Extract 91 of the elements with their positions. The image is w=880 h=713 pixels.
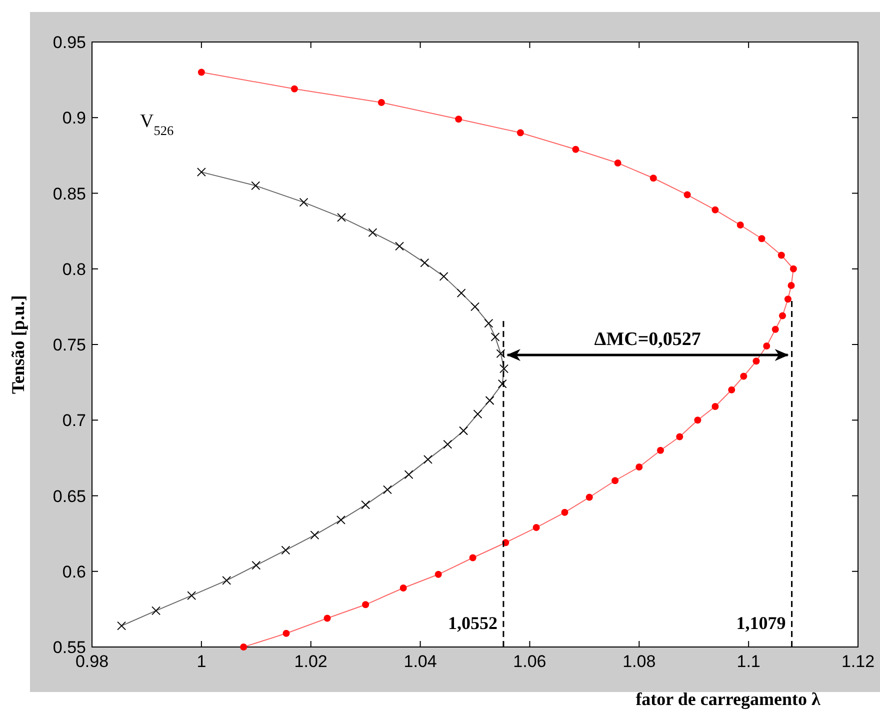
point [443, 440, 452, 449]
point [572, 146, 580, 153]
x-tick-label: 0.98 [75, 652, 109, 671]
point [420, 258, 430, 268]
y-tick-label: 0.65 [52, 486, 86, 506]
point [362, 601, 370, 608]
y-tick-label: 0.9 [62, 108, 86, 128]
x-tick-label: 1.08 [622, 652, 656, 671]
point [198, 68, 205, 76]
point [404, 470, 414, 480]
point [694, 416, 702, 424]
point [473, 410, 482, 419]
point [310, 530, 320, 540]
point [252, 560, 261, 570]
point [498, 379, 507, 388]
point [299, 198, 308, 207]
y-tick-label: 0.8 [62, 260, 86, 279]
point [561, 508, 568, 516]
point [500, 364, 508, 374]
point [281, 546, 290, 555]
point [784, 296, 792, 303]
point [496, 349, 506, 358]
point [684, 191, 691, 198]
point [324, 614, 331, 622]
point [752, 358, 760, 365]
ref-line-label: 1,0552 [448, 613, 498, 633]
point [614, 160, 622, 166]
point [763, 342, 770, 350]
point [484, 318, 494, 328]
point [382, 485, 392, 494]
point [117, 621, 126, 630]
point [439, 272, 448, 281]
point [656, 446, 664, 454]
x-tick-label: 1.02 [294, 652, 328, 671]
annotation: V$_{526}$ [140, 111, 174, 138]
point [434, 570, 442, 578]
point [470, 302, 480, 312]
x-tick-label: 1.1 [736, 652, 760, 671]
point [636, 464, 643, 471]
point [469, 554, 476, 562]
point [368, 228, 378, 238]
point [152, 606, 161, 616]
point [196, 168, 206, 177]
point [516, 129, 524, 136]
point [251, 181, 260, 190]
point [423, 454, 432, 464]
point [336, 212, 346, 222]
point [676, 433, 684, 440]
y-tick-label: 0.6 [62, 562, 86, 582]
point [736, 222, 744, 229]
point [586, 494, 593, 501]
point [459, 426, 468, 436]
point [778, 312, 786, 320]
point [728, 386, 736, 394]
x-tick-label: 1.12 [841, 652, 875, 671]
x-tick-label: 1.06 [513, 652, 546, 671]
x-tick-label: 1 [196, 652, 206, 671]
point [187, 591, 196, 600]
point [612, 477, 619, 484]
y-axis-title: Tensão [p.u.] [8, 295, 28, 394]
point [485, 396, 494, 405]
point [712, 403, 719, 410]
point [778, 252, 785, 259]
point [490, 332, 500, 342]
annotation: ΔMC=0,0527 [594, 329, 702, 350]
point [400, 584, 407, 592]
x-axis-title: fator de carregamento λ [636, 689, 820, 709]
point [772, 326, 779, 333]
point [455, 116, 462, 123]
point [378, 99, 385, 106]
x-tick-label: 1.04 [404, 652, 437, 671]
point [394, 242, 404, 251]
point [361, 500, 370, 510]
point [712, 206, 719, 214]
point [282, 630, 290, 637]
y-tick-label: 0.95 [52, 33, 86, 52]
point [456, 288, 466, 298]
y-tick-label: 0.85 [52, 184, 86, 204]
point [788, 282, 795, 290]
point [290, 85, 298, 92]
y-tick-label: 0.7 [62, 411, 86, 430]
y-tick-label: 0.75 [52, 336, 86, 354]
point [790, 265, 797, 272]
ref-line-label: 1,1079 [736, 613, 786, 633]
point [336, 515, 346, 524]
point [222, 576, 232, 585]
point [758, 235, 766, 242]
point [650, 174, 657, 182]
point [532, 524, 540, 532]
point [740, 372, 748, 380]
point [240, 644, 248, 650]
